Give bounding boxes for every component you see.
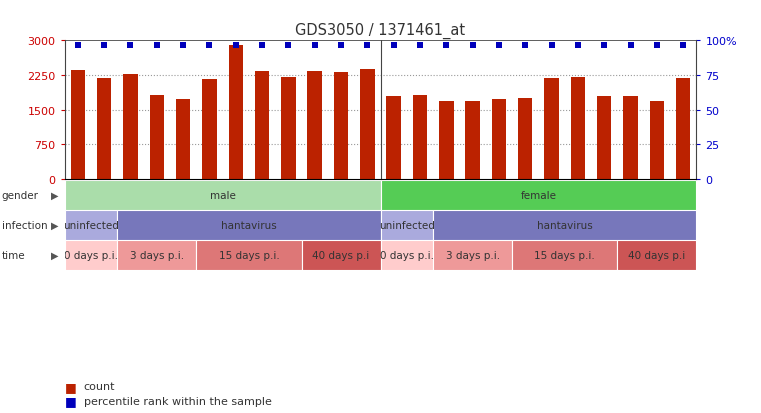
Text: ■: ■ bbox=[65, 380, 76, 393]
Text: ▶: ▶ bbox=[51, 221, 59, 230]
Text: infection: infection bbox=[2, 221, 47, 230]
Bar bbox=[228, 46, 243, 179]
Bar bbox=[65, 181, 380, 211]
Bar bbox=[301, 240, 380, 270]
Text: gender: gender bbox=[2, 191, 39, 201]
Text: uninfected: uninfected bbox=[379, 221, 435, 230]
Bar bbox=[176, 100, 190, 179]
Bar bbox=[123, 74, 138, 179]
Bar bbox=[150, 95, 164, 179]
Bar bbox=[676, 78, 690, 179]
Text: 40 days p.i: 40 days p.i bbox=[313, 250, 370, 260]
Text: male: male bbox=[209, 191, 236, 201]
Text: 3 days p.i.: 3 days p.i. bbox=[129, 250, 184, 260]
Bar bbox=[65, 211, 117, 240]
Bar bbox=[512, 240, 617, 270]
Bar bbox=[65, 240, 117, 270]
Bar bbox=[623, 97, 638, 179]
Bar bbox=[387, 97, 401, 179]
Text: ■: ■ bbox=[65, 394, 76, 407]
Bar bbox=[97, 78, 111, 179]
Bar bbox=[439, 102, 454, 179]
Bar bbox=[255, 71, 269, 179]
Text: time: time bbox=[2, 250, 25, 260]
Text: 15 days p.i.: 15 days p.i. bbox=[534, 250, 595, 260]
Bar bbox=[380, 211, 433, 240]
Bar bbox=[334, 73, 349, 179]
Text: 15 days p.i.: 15 days p.i. bbox=[218, 250, 279, 260]
Bar bbox=[571, 78, 585, 179]
Text: ▶: ▶ bbox=[51, 191, 59, 201]
Bar bbox=[412, 95, 427, 179]
Bar bbox=[650, 102, 664, 179]
Bar bbox=[380, 240, 433, 270]
Bar bbox=[617, 240, 696, 270]
Text: hantavirus: hantavirus bbox=[221, 221, 277, 230]
Bar bbox=[196, 240, 301, 270]
Bar bbox=[380, 181, 696, 211]
Bar bbox=[307, 72, 322, 179]
Text: percentile rank within the sample: percentile rank within the sample bbox=[84, 396, 272, 406]
Bar bbox=[492, 100, 506, 179]
Text: 0 days p.i.: 0 days p.i. bbox=[380, 250, 434, 260]
Text: 40 days p.i: 40 days p.i bbox=[629, 250, 686, 260]
Text: uninfected: uninfected bbox=[63, 221, 119, 230]
Bar bbox=[518, 99, 533, 179]
Text: 0 days p.i.: 0 days p.i. bbox=[64, 250, 118, 260]
Bar bbox=[433, 211, 696, 240]
Text: female: female bbox=[521, 191, 556, 201]
Bar bbox=[117, 211, 380, 240]
Bar bbox=[433, 240, 512, 270]
Text: hantavirus: hantavirus bbox=[537, 221, 593, 230]
Title: GDS3050 / 1371461_at: GDS3050 / 1371461_at bbox=[295, 22, 466, 38]
Bar bbox=[544, 79, 559, 179]
Bar bbox=[71, 71, 85, 179]
Bar bbox=[281, 78, 295, 179]
Text: 3 days p.i.: 3 days p.i. bbox=[445, 250, 500, 260]
Bar bbox=[360, 69, 374, 179]
Bar bbox=[466, 102, 480, 179]
Bar bbox=[597, 97, 611, 179]
Bar bbox=[202, 80, 217, 179]
Text: count: count bbox=[84, 381, 115, 391]
Text: ▶: ▶ bbox=[51, 250, 59, 260]
Bar bbox=[117, 240, 196, 270]
